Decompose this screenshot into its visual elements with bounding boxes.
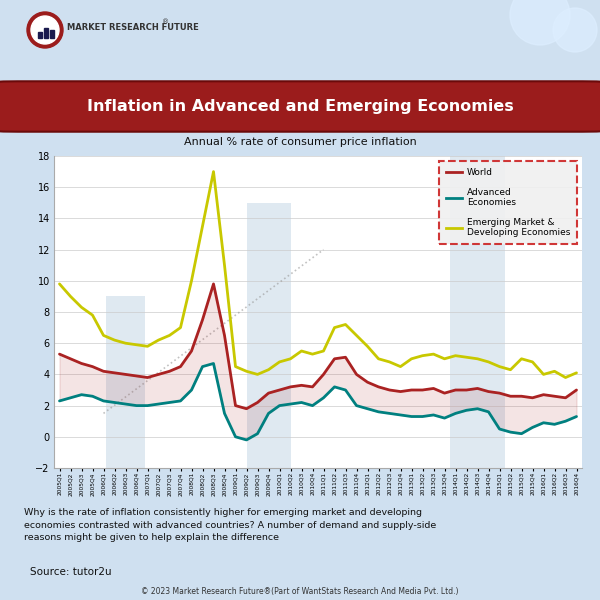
Circle shape [510,0,570,45]
Bar [44,28,48,38]
Bar [106,296,145,468]
Text: Annual % rate of consumer price inflation: Annual % rate of consumer price inflatio… [184,137,416,147]
Circle shape [31,16,59,44]
Circle shape [27,12,63,48]
Text: Inflation in Advanced and Emerging Economies: Inflation in Advanced and Emerging Econo… [86,99,514,114]
Bar [450,156,505,468]
FancyBboxPatch shape [0,81,600,131]
Text: ®: ® [162,19,169,25]
Text: Source: tutor2u: Source: tutor2u [30,568,112,577]
Text: © 2023 Market Research Future®(Part of WantStats Research And Media Pvt. Ltd.): © 2023 Market Research Future®(Part of W… [141,587,459,596]
Text: MARKET RESEARCH FUTURE: MARKET RESEARCH FUTURE [67,23,199,32]
Legend: World, Advanced
Economies, Emerging Market &
Developing Economies: World, Advanced Economies, Emerging Mark… [439,161,577,244]
Bar [247,203,290,468]
Bar [38,32,42,38]
Circle shape [553,8,597,52]
Bar [50,30,54,38]
Text: Why is the rate of inflation consistently higher for emerging market and develop: Why is the rate of inflation consistentl… [24,508,436,542]
